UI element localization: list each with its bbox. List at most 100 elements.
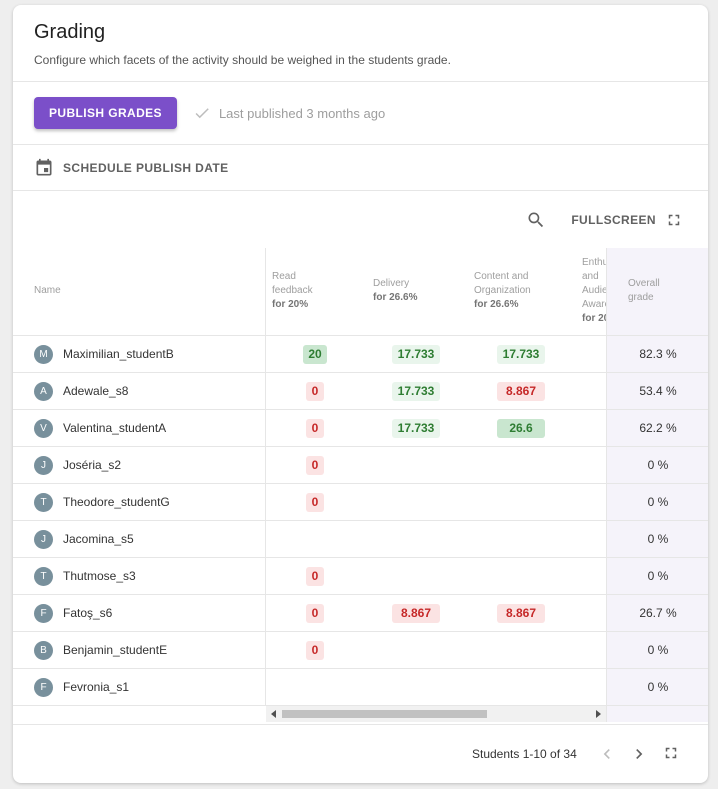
- publish-status-text: Last published 3 months ago: [218, 105, 386, 121]
- scrollbar-thumb[interactable]: [282, 710, 487, 718]
- column-weight: for 26.6%: [474, 299, 519, 310]
- table-row[interactable]: V Valentina_studentA 0 17.733 26.6 62.2 %: [13, 410, 708, 447]
- avatar: J: [34, 530, 53, 549]
- column-header-content-organization[interactable]: Content and Organization for 26.6%: [474, 270, 531, 312]
- fullscreen-label: FULLSCREEN: [571, 212, 656, 227]
- column-header-read-feedback[interactable]: Read feedback for 20%: [272, 270, 313, 312]
- column-weight: for 20: [582, 313, 606, 324]
- column-weight: for 20%: [272, 299, 309, 310]
- column-title-line: and: [582, 271, 599, 282]
- avatar: F: [34, 678, 53, 697]
- column-title-line: Overall: [628, 278, 660, 289]
- overall-grade: 0 %: [647, 495, 669, 509]
- search-icon[interactable]: [526, 210, 546, 230]
- name-column-divider: [265, 248, 266, 706]
- overall-grade: 0 %: [647, 680, 669, 694]
- grade-cell[interactable]: 17.733: [497, 345, 545, 364]
- grade-cell[interactable]: 17.733: [392, 345, 440, 364]
- fullscreen-button[interactable]: FULLSCREEN: [571, 211, 683, 229]
- publish-status: Last published 3 months ago: [193, 104, 385, 122]
- table-row[interactable]: T Theodore_studentG 0 0 %: [13, 484, 708, 521]
- student-name[interactable]: Maximilian_studentB: [63, 347, 174, 361]
- column-title-line: feedback: [272, 285, 313, 296]
- avatar: T: [34, 567, 53, 586]
- column-weight: for 26.6%: [373, 292, 418, 303]
- overall-grade: 62.2 %: [639, 421, 677, 435]
- table-row[interactable]: F Fevronia_s1 0 %: [13, 669, 708, 706]
- table-row[interactable]: T Thutmose_s3 0 0 %: [13, 558, 708, 595]
- student-name[interactable]: Thutmose_s3: [63, 569, 136, 583]
- column-header-overall-grade[interactable]: Overall grade: [628, 277, 660, 305]
- table-row[interactable]: J Joséria_s2 0 0 %: [13, 447, 708, 484]
- avatar: B: [34, 641, 53, 660]
- table-row[interactable]: M Maximilian_studentB 20 17.733 17.733 82.3 %: [13, 336, 708, 373]
- fullscreen-icon[interactable]: [662, 744, 680, 762]
- student-name[interactable]: Valentina_studentA: [63, 421, 167, 435]
- grade-cell[interactable]: 0: [306, 382, 324, 401]
- column-title-line: Aware: [582, 299, 606, 310]
- column-title-line: Enthu: [582, 257, 606, 268]
- page-subtitle: Configure which facets of the activity s…: [34, 53, 451, 67]
- column-title-line: Content and: [474, 271, 529, 282]
- grade-cell[interactable]: 0: [306, 493, 324, 512]
- table-row[interactable]: J Jacomina_s5 0 %: [13, 521, 708, 558]
- avatar: J: [34, 456, 53, 475]
- overall-grade: 0 %: [647, 643, 669, 657]
- page-title: Grading: [34, 21, 106, 43]
- avatar: M: [34, 345, 53, 364]
- overall-grade: 0 %: [647, 569, 669, 583]
- grade-cell[interactable]: 0: [306, 419, 324, 438]
- grade-cell[interactable]: 0: [306, 604, 324, 623]
- grade-cell[interactable]: 0: [306, 456, 324, 475]
- grade-cell[interactable]: 17.733: [392, 419, 440, 438]
- overall-grade: 0 %: [647, 458, 669, 472]
- student-name[interactable]: Fatoş_s6: [63, 606, 113, 620]
- publish-grades-button[interactable]: PUBLISH GRADES: [34, 97, 177, 129]
- overall-column-bg: [606, 248, 708, 722]
- table-row[interactable]: B Benjamin_studentE 0 0 %: [13, 632, 708, 669]
- avatar: A: [34, 382, 53, 401]
- student-name[interactable]: Joséria_s2: [63, 458, 122, 472]
- grading-header: Grading Configure which facets of the ac…: [13, 5, 708, 82]
- grade-cell[interactable]: 17.733: [392, 382, 440, 401]
- overall-grade: 0 %: [647, 532, 669, 546]
- table-footer: Students 1-10 of 34: [13, 724, 708, 783]
- chevron-right-icon[interactable]: [629, 744, 649, 764]
- column-header-name[interactable]: Name: [34, 285, 61, 296]
- grade-cell[interactable]: 20: [303, 345, 327, 364]
- table-row[interactable]: F Fatoş_s6 0 8.867 8.867 26.7 %: [13, 595, 708, 632]
- grades-table: Name Read feedback for 20% Delivery for …: [13, 248, 708, 722]
- student-name[interactable]: Jacomina_s5: [63, 532, 134, 546]
- grade-cell[interactable]: 8.867: [392, 604, 440, 623]
- student-name[interactable]: Theodore_studentG: [63, 495, 170, 509]
- scroll-left-arrow[interactable]: [271, 710, 276, 718]
- avatar: T: [34, 493, 53, 512]
- column-title-line: Read: [272, 271, 296, 282]
- grade-cell[interactable]: 8.867: [497, 604, 545, 623]
- fullscreen-icon: [668, 214, 680, 225]
- grade-cell[interactable]: 0: [306, 567, 324, 586]
- overall-grade: 82.3 %: [639, 347, 677, 361]
- grade-cell[interactable]: 26.6: [497, 419, 545, 438]
- avatar: V: [34, 419, 53, 438]
- column-header-enthusiasm[interactable]: Enthu and Audie Aware for 20: [582, 256, 606, 326]
- avatar: F: [34, 604, 53, 623]
- column-header-delivery[interactable]: Delivery for 26.6%: [373, 277, 417, 305]
- student-name[interactable]: Fevronia_s1: [63, 680, 130, 694]
- schedule-publish-date-button[interactable]: SCHEDULE PUBLISH DATE: [13, 145, 708, 191]
- column-title-line: Organization: [474, 285, 531, 296]
- horizontal-scrollbar[interactable]: [266, 706, 606, 722]
- table-row[interactable]: A Adewale_s8 0 17.733 8.867 53.4 %: [13, 373, 708, 410]
- grade-cell[interactable]: 8.867: [497, 382, 545, 401]
- student-name[interactable]: Benjamin_studentE: [63, 643, 168, 657]
- calendar-icon: [36, 158, 52, 175]
- scroll-right-arrow[interactable]: [596, 710, 601, 718]
- overall-grade: 26.7 %: [639, 606, 677, 620]
- table-toolbar: FULLSCREEN: [13, 191, 708, 248]
- overall-grade: 53.4 %: [639, 384, 677, 398]
- column-title-line: Audie: [582, 285, 606, 296]
- grade-cell[interactable]: 0: [306, 641, 324, 660]
- chevron-left-icon[interactable]: [597, 744, 617, 764]
- pagination-text: Students 1-10 of 34: [472, 747, 577, 761]
- student-name[interactable]: Adewale_s8: [63, 384, 129, 398]
